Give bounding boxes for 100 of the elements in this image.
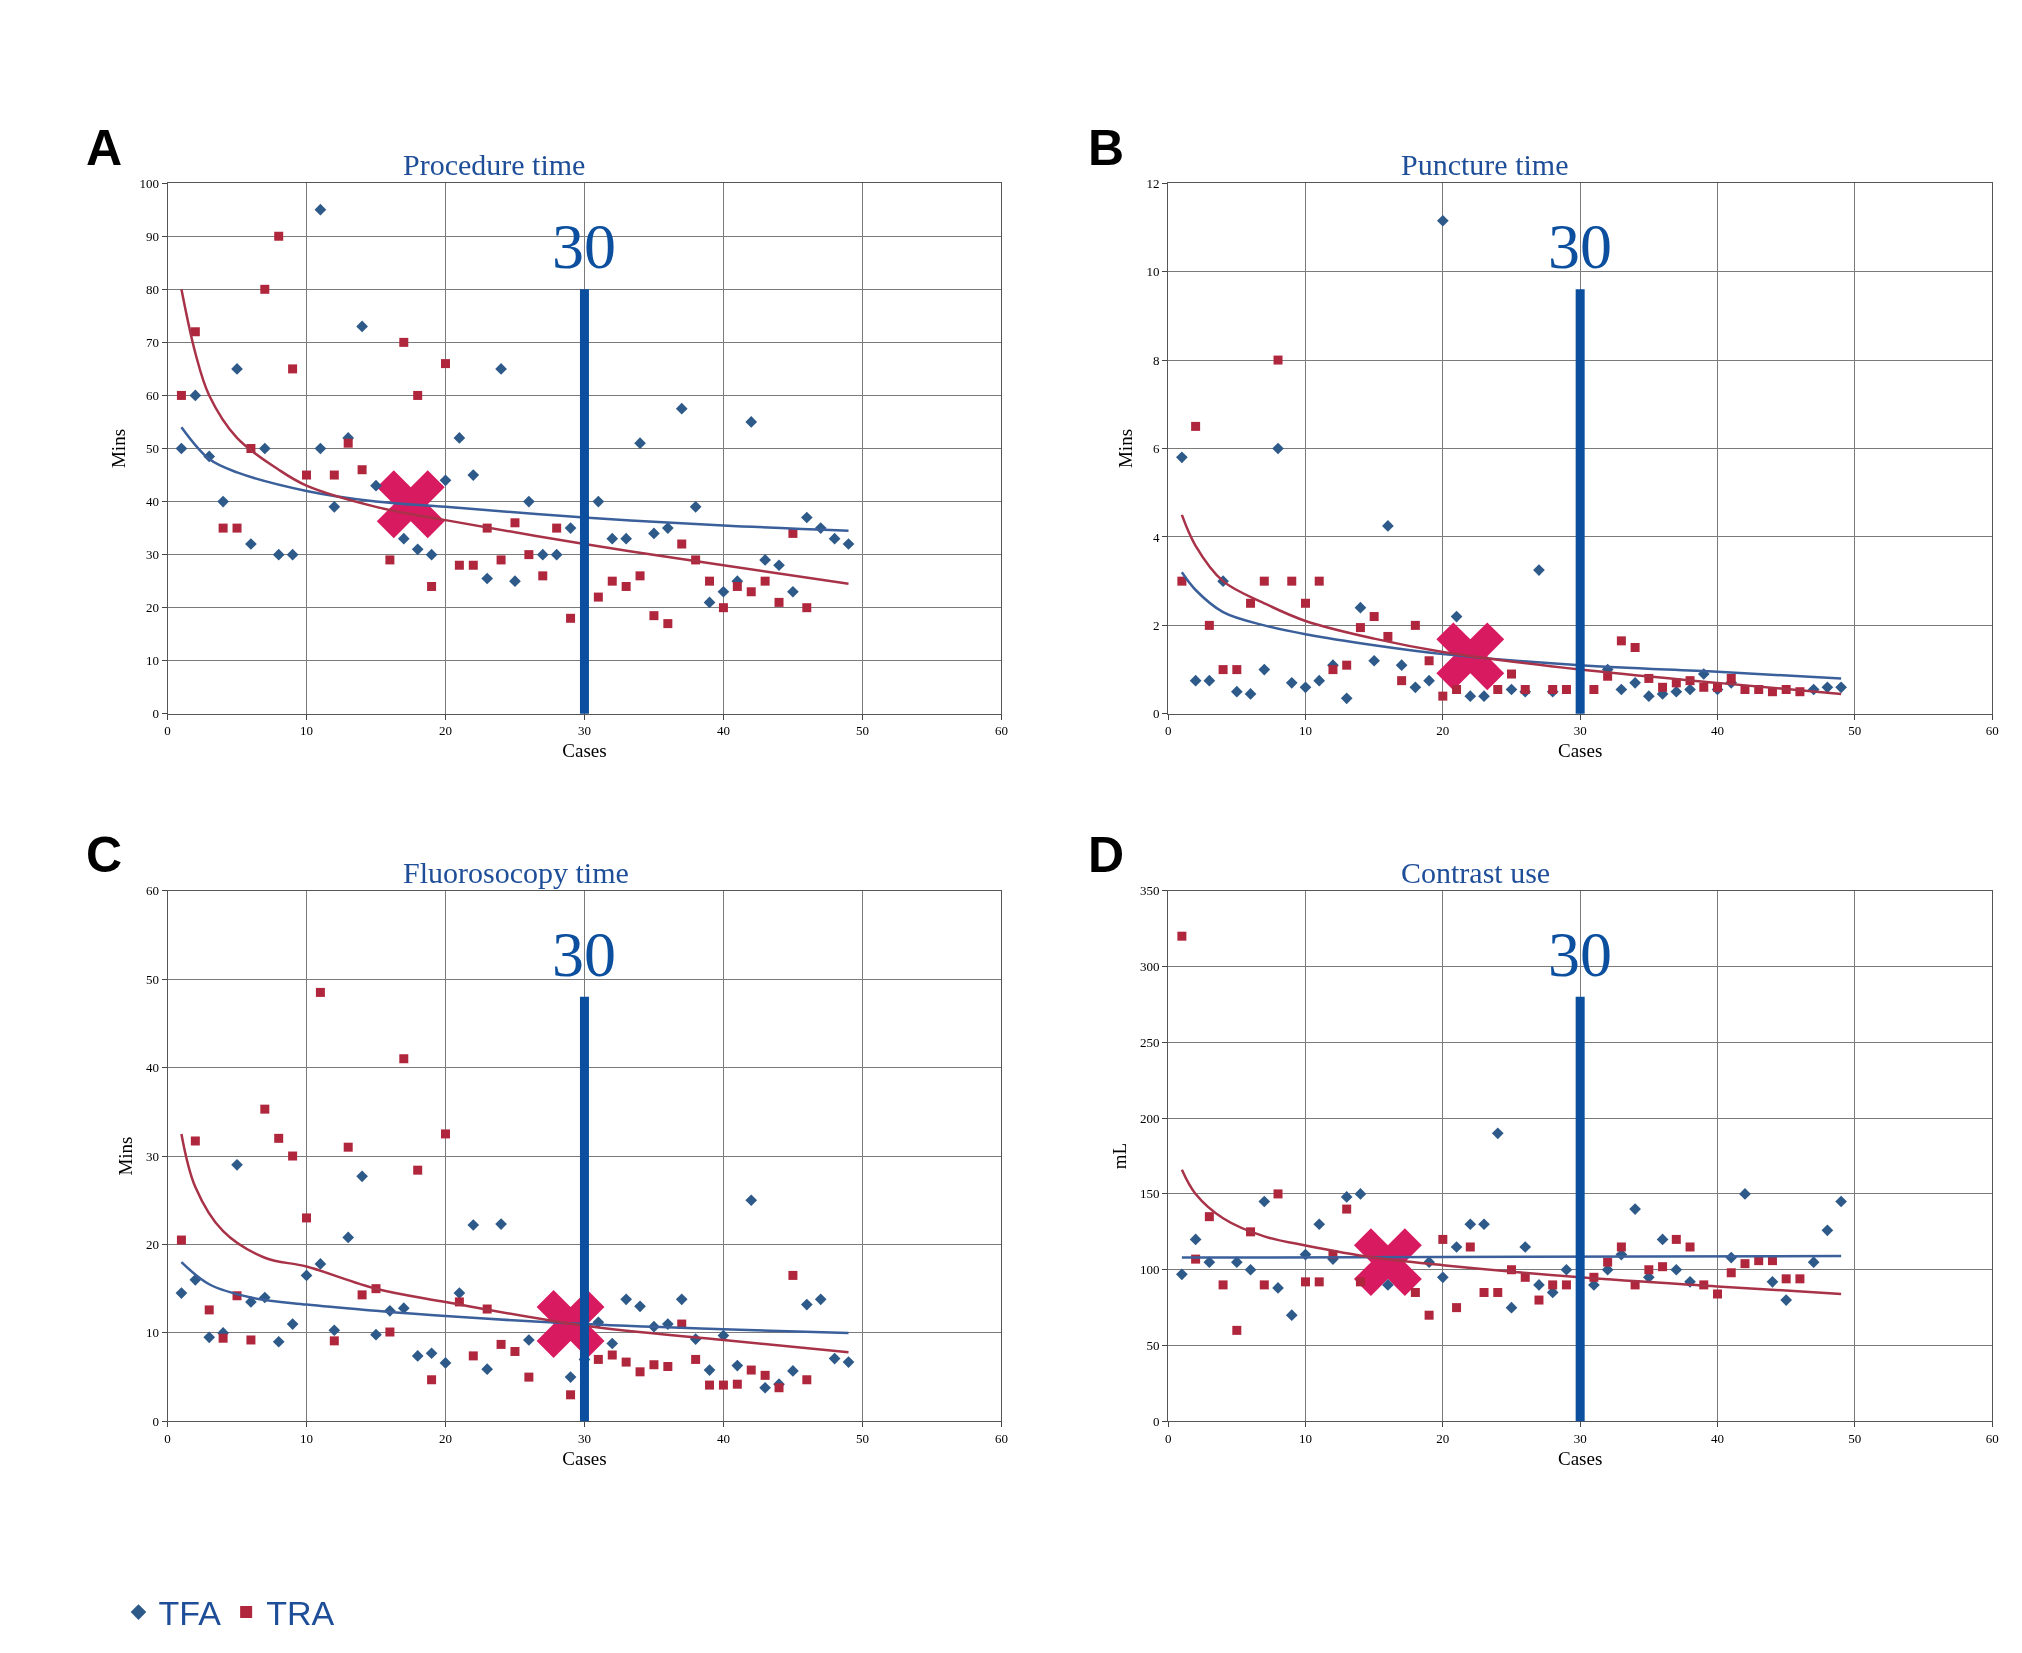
point bbox=[1642, 690, 1655, 702]
point bbox=[1520, 685, 1530, 694]
point bbox=[828, 532, 841, 545]
point bbox=[1177, 576, 1187, 586]
point bbox=[802, 1375, 812, 1385]
point bbox=[217, 495, 229, 508]
point bbox=[286, 548, 299, 561]
point bbox=[1204, 1212, 1214, 1222]
y-tick-label: 90 bbox=[145, 228, 159, 244]
point bbox=[342, 1231, 355, 1244]
point bbox=[509, 575, 521, 588]
point bbox=[649, 611, 659, 621]
point bbox=[190, 1136, 200, 1146]
point bbox=[175, 442, 188, 455]
point bbox=[691, 1354, 701, 1364]
point bbox=[1658, 1262, 1668, 1272]
point bbox=[1423, 674, 1435, 687]
point bbox=[1450, 1241, 1463, 1253]
point bbox=[453, 1287, 466, 1299]
point bbox=[1313, 1218, 1326, 1231]
x-axis-title: Cases bbox=[1558, 1447, 1603, 1469]
text: A bbox=[86, 120, 123, 176]
point bbox=[1781, 1274, 1791, 1284]
point bbox=[1299, 681, 1312, 694]
point bbox=[1424, 656, 1434, 666]
point bbox=[1203, 674, 1216, 687]
point bbox=[1314, 576, 1324, 586]
point bbox=[746, 587, 756, 597]
point bbox=[828, 1352, 841, 1365]
point bbox=[1436, 1271, 1449, 1284]
point bbox=[329, 1336, 339, 1346]
point bbox=[510, 518, 520, 528]
point bbox=[523, 495, 535, 508]
point bbox=[1821, 1224, 1834, 1237]
point bbox=[524, 1372, 534, 1382]
point bbox=[370, 479, 382, 492]
point bbox=[1258, 1195, 1271, 1208]
line-series bbox=[1180, 571, 1843, 680]
point bbox=[606, 1337, 619, 1350]
point bbox=[760, 1370, 770, 1380]
point bbox=[705, 576, 715, 586]
point bbox=[356, 320, 368, 333]
point bbox=[536, 548, 549, 561]
y-tick-label: 0 bbox=[1153, 706, 1160, 722]
point bbox=[288, 1151, 298, 1161]
point bbox=[1313, 674, 1326, 687]
point bbox=[1464, 1218, 1477, 1231]
point bbox=[718, 1380, 728, 1390]
point bbox=[1766, 1276, 1779, 1288]
point bbox=[1561, 1280, 1571, 1290]
point bbox=[440, 1129, 450, 1139]
point bbox=[800, 511, 813, 524]
x-tick-label: 50 bbox=[1848, 1430, 1862, 1446]
point bbox=[246, 1335, 256, 1345]
point bbox=[675, 1293, 688, 1306]
x-tick-label: 60 bbox=[994, 1430, 1008, 1446]
point bbox=[1603, 1257, 1613, 1267]
y-tick-label: 0 bbox=[152, 706, 159, 722]
point bbox=[356, 1170, 368, 1183]
point bbox=[357, 1290, 367, 1300]
point bbox=[1287, 576, 1297, 586]
y-tick-label: 60 bbox=[145, 387, 159, 403]
point bbox=[814, 1293, 827, 1306]
point bbox=[621, 581, 631, 591]
point bbox=[1272, 442, 1284, 455]
point bbox=[1409, 681, 1422, 694]
point bbox=[1397, 676, 1407, 686]
point bbox=[1713, 1289, 1723, 1299]
point bbox=[1382, 1279, 1394, 1291]
point bbox=[385, 555, 395, 565]
point bbox=[634, 1300, 646, 1313]
y-tick-label: 30 bbox=[145, 547, 159, 563]
point bbox=[592, 495, 605, 508]
point bbox=[1699, 682, 1709, 692]
y-tick-label: 40 bbox=[145, 494, 159, 510]
y-tick-label: 50 bbox=[145, 971, 159, 987]
point bbox=[1533, 1279, 1545, 1291]
y-tick-label: 30 bbox=[145, 1148, 159, 1164]
point bbox=[1629, 1203, 1641, 1215]
x-tick-label: 0 bbox=[1164, 1430, 1172, 1446]
point bbox=[176, 390, 186, 400]
point bbox=[439, 474, 452, 487]
point bbox=[1726, 1268, 1736, 1278]
point bbox=[552, 523, 562, 533]
x-tick-label: 50 bbox=[855, 723, 869, 739]
chart-title: Procedure time bbox=[403, 148, 586, 181]
point bbox=[495, 1218, 507, 1230]
point bbox=[1519, 1241, 1532, 1253]
point bbox=[523, 1334, 535, 1346]
y-axis-title: Mins bbox=[108, 428, 130, 469]
y-axis-title: mL bbox=[1108, 1142, 1130, 1170]
point bbox=[260, 284, 270, 294]
point bbox=[1355, 623, 1365, 633]
point bbox=[703, 1364, 716, 1376]
x-tick-label: 10 bbox=[1298, 1430, 1312, 1446]
point bbox=[1658, 682, 1668, 692]
point bbox=[1630, 642, 1640, 652]
point bbox=[787, 1365, 799, 1377]
y-tick-label: 150 bbox=[1140, 1186, 1160, 1202]
x-tick-label: 40 bbox=[716, 1430, 730, 1446]
